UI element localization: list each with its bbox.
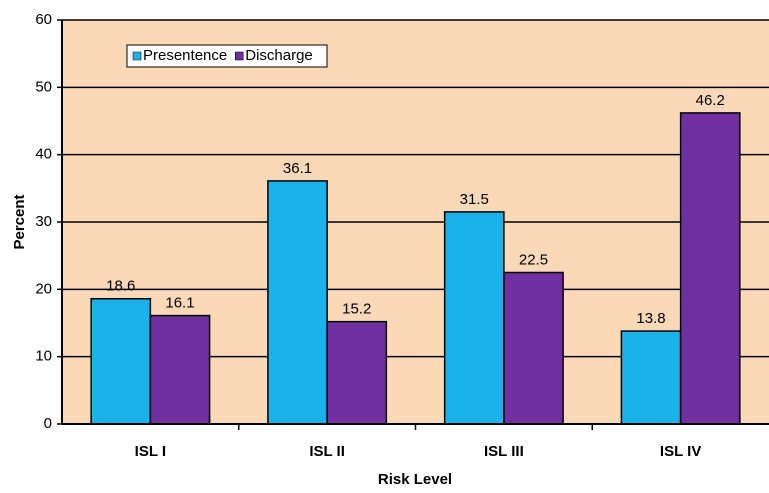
x-tick-label: ISL II	[309, 443, 345, 460]
legend-label: Presentence	[143, 47, 227, 64]
legend-swatch	[234, 51, 244, 61]
bar	[90, 298, 152, 425]
value-label: 15.2	[342, 301, 371, 318]
bar	[267, 180, 328, 425]
value-label: 18.6	[106, 278, 135, 295]
y-tick-label: 0	[44, 415, 52, 432]
value-label: 36.1	[283, 160, 312, 177]
y-tick-label: 40	[35, 146, 52, 163]
x-tick-label: ISL III	[484, 443, 524, 460]
y-tick-label: 30	[35, 213, 52, 230]
value-label: 46.2	[696, 92, 725, 109]
y-axis-label: Percent	[11, 194, 28, 249]
legend-swatch	[132, 51, 142, 61]
legend-label: Discharge	[245, 47, 313, 64]
y-tick-label: 10	[35, 348, 52, 365]
bar	[679, 112, 741, 425]
bar	[149, 314, 211, 425]
y-tick-label: 20	[35, 280, 52, 297]
bar	[326, 320, 388, 425]
x-axis-label: Risk Level	[378, 471, 452, 488]
bar	[620, 330, 682, 425]
value-label: 13.8	[636, 310, 665, 327]
bar	[503, 271, 564, 425]
value-label: 16.1	[165, 295, 194, 312]
x-tick-label: ISL I	[135, 443, 166, 460]
value-label: 31.5	[460, 191, 489, 208]
value-label: 22.5	[519, 251, 548, 268]
y-tick-label: 60	[35, 11, 52, 28]
x-tick-label: ISL IV	[660, 443, 701, 460]
y-tick-label: 50	[35, 78, 52, 95]
bar	[443, 211, 505, 425]
legend-box	[126, 44, 328, 68]
